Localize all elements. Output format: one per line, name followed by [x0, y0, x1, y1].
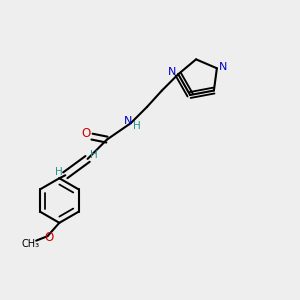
Text: O: O: [82, 127, 91, 140]
Text: H: H: [55, 167, 63, 177]
Text: H: H: [90, 150, 98, 160]
Text: N: N: [124, 116, 132, 126]
Text: N: N: [167, 67, 176, 77]
Text: O: O: [44, 231, 54, 244]
Text: H: H: [133, 121, 141, 130]
Text: N: N: [219, 62, 228, 72]
Text: CH₃: CH₃: [21, 239, 39, 249]
